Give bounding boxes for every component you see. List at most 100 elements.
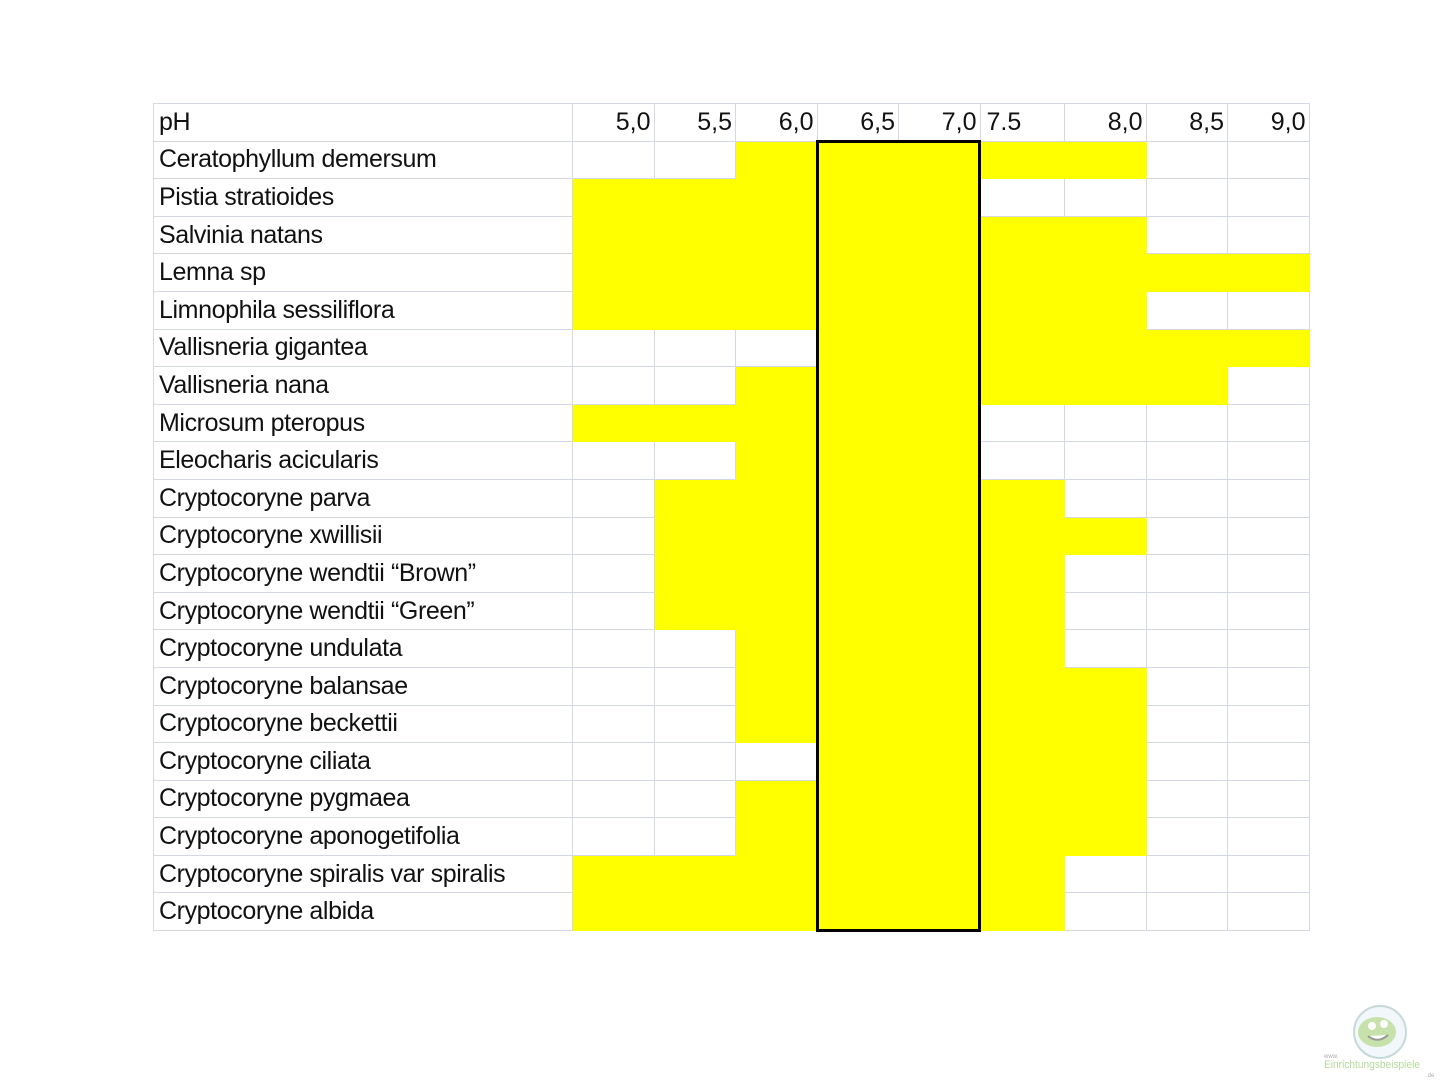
ph-range-cell-filled: [898, 666, 981, 706]
ph-range-cell-filled: [816, 366, 899, 405]
ph-range-cell-filled: [1145, 328, 1228, 368]
ph-range-cell-empty: [1064, 554, 1147, 593]
ph-range-cell-empty: [653, 366, 736, 405]
column-header: 8,0: [1064, 103, 1147, 142]
ph-range-cell-empty: [735, 328, 818, 368]
ph-range-cell-empty: [1227, 554, 1310, 593]
ph-range-cell-filled: [572, 290, 655, 330]
ph-range-cell-filled: [898, 290, 981, 330]
table-row: Cryptocoryne albida: [153, 892, 1310, 932]
plant-name: Vallisneria gigantea: [153, 328, 573, 368]
ph-range-cell-filled: [898, 629, 981, 668]
ph-range-cell-empty: [1145, 742, 1228, 781]
ph-range-cell-filled: [898, 403, 981, 443]
ph-range-cell-filled: [898, 478, 981, 518]
table-row: Cryptocoryne undulata: [153, 629, 1310, 668]
ph-range-cell-filled: [898, 817, 981, 856]
ph-range-cell-filled: [816, 328, 899, 368]
ph-range-cell-filled: [979, 742, 1065, 781]
ph-range-cell-filled: [816, 779, 899, 819]
ph-range-cell-filled: [816, 516, 899, 556]
ph-range-cell-filled: [979, 666, 1065, 706]
ph-range-cell-filled: [979, 779, 1065, 819]
ph-range-cell-empty: [1145, 140, 1228, 180]
ph-range-cell-filled: [572, 892, 655, 932]
ph-range-cell-empty: [1145, 666, 1228, 706]
table-row: Pistia stratioides: [153, 178, 1310, 217]
table-row: Cryptocoryne xwillisii: [153, 516, 1310, 556]
ph-range-cell-filled: [979, 253, 1065, 292]
ph-range-cell-filled: [735, 290, 818, 330]
ph-range-cell-filled: [816, 554, 899, 593]
ph-range-cell-empty: [572, 328, 655, 368]
ph-range-cell-empty: [1064, 892, 1147, 932]
ph-range-cell-filled: [735, 554, 818, 593]
ph-range-cell-filled: [816, 817, 899, 856]
ph-range-cell-filled: [735, 779, 818, 819]
ph-range-cell-empty: [572, 366, 655, 405]
plant-name: Salvinia natans: [153, 215, 573, 255]
ph-range-cell-empty: [572, 516, 655, 556]
ph-range-cell-filled: [816, 854, 899, 894]
plant-name: Cryptocoryne ciliata: [153, 742, 573, 781]
ph-range-cell-filled: [898, 742, 981, 781]
ph-range-cell-filled: [898, 892, 981, 932]
ph-range-cell-filled: [816, 704, 899, 744]
column-header: 7.5: [979, 103, 1065, 142]
plant-name: Cryptocoryne parva: [153, 478, 573, 518]
ph-range-cell-filled: [898, 178, 981, 217]
ph-range-cell-filled: [653, 253, 736, 292]
ph-range-cell-filled: [979, 215, 1065, 255]
ph-range-cell-empty: [653, 817, 736, 856]
ph-range-cell-filled: [898, 366, 981, 405]
plant-name: Cryptocoryne aponogetifolia: [153, 817, 573, 856]
column-header: 9,0: [1227, 103, 1310, 142]
table-row: Cryptocoryne beckettii: [153, 704, 1310, 744]
ph-range-cell-empty: [1227, 290, 1310, 330]
table-row: Cryptocoryne wendtii “Brown”: [153, 554, 1310, 593]
ph-range-cell-empty: [1064, 854, 1147, 894]
ph-range-cell-filled: [653, 554, 736, 593]
ph-range-cell-filled: [979, 478, 1065, 518]
ph-range-cell-filled: [653, 854, 736, 894]
ph-range-cell-empty: [1227, 215, 1310, 255]
ph-range-cell-filled: [898, 516, 981, 556]
ph-range-cell-empty: [1227, 403, 1310, 443]
plant-name: Pistia stratioides: [153, 178, 573, 217]
plant-name: Vallisneria nana: [153, 366, 573, 405]
ph-range-cell-empty: [1145, 817, 1228, 856]
ph-range-cell-filled: [979, 892, 1065, 932]
ph-range-cell-filled: [1064, 742, 1147, 781]
ph-range-cell-empty: [1064, 629, 1147, 668]
ph-range-cell-empty: [653, 704, 736, 744]
ph-range-cell-empty: [572, 817, 655, 856]
ph-range-cell-empty: [735, 742, 818, 781]
plant-name: Cryptocoryne balansae: [153, 666, 573, 706]
table-row: Ceratophyllum demersum: [153, 140, 1310, 180]
ph-range-cell-filled: [816, 215, 899, 255]
ph-range-cell-filled: [653, 290, 736, 330]
ph-range-cell-filled: [1145, 253, 1228, 292]
svg-text:Einrichtungsbeispiele: Einrichtungsbeispiele: [1324, 1059, 1420, 1071]
ph-range-cell-filled: [653, 215, 736, 255]
ph-range-cell-filled: [735, 591, 818, 631]
ph-range-cell-empty: [1227, 478, 1310, 518]
plant-name: Cryptocoryne undulata: [153, 629, 573, 668]
ph-range-cell-empty: [1064, 591, 1147, 631]
ph-range-cell-filled: [1064, 253, 1147, 292]
plant-name: Cryptocoryne albida: [153, 892, 573, 932]
ph-range-cell-empty: [1064, 441, 1147, 480]
watermark-logo: www. Einrichtungsbeispiele .de: [1323, 1005, 1435, 1078]
ph-range-cell-filled: [1064, 666, 1147, 706]
ph-range-cell-filled: [816, 892, 899, 932]
column-header: 5,5: [653, 103, 736, 142]
ph-range-cell-empty: [1145, 441, 1228, 480]
ph-range-cell-filled: [1064, 516, 1147, 556]
ph-range-cell-empty: [572, 441, 655, 480]
ph-range-cell-filled: [653, 516, 736, 556]
ph-range-cell-filled: [816, 666, 899, 706]
ph-range-cell-filled: [898, 554, 981, 593]
ph-range-cell-filled: [979, 554, 1065, 593]
ph-range-cell-filled: [572, 854, 655, 894]
ph-range-cell-filled: [735, 854, 818, 894]
